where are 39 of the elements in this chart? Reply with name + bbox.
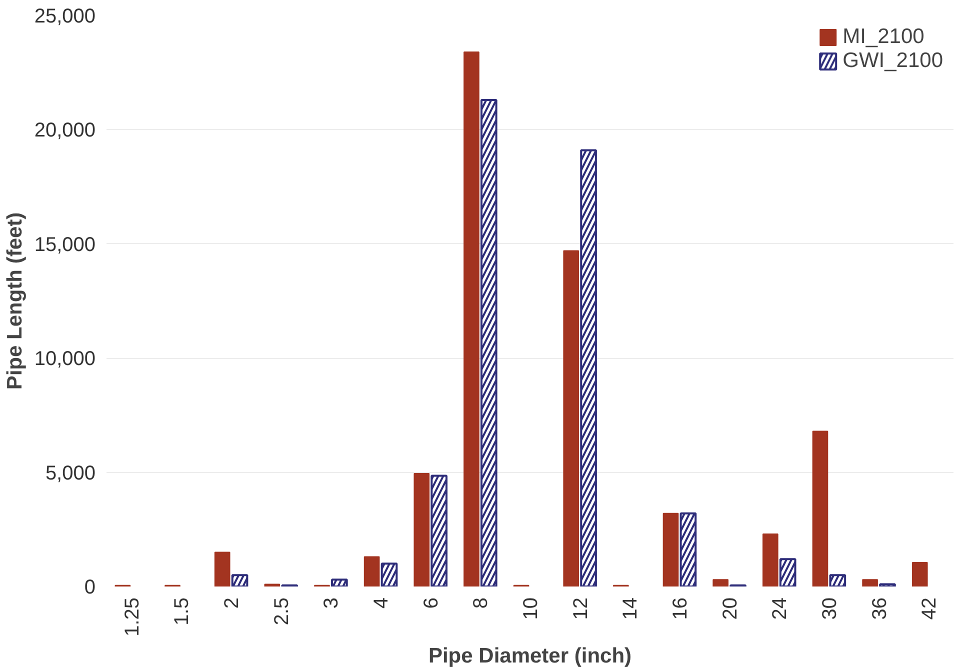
bar <box>214 552 230 586</box>
x-tick-label: 2 <box>221 598 244 609</box>
y-tick-label: 10,000 <box>34 348 96 370</box>
bar <box>264 584 280 586</box>
bar <box>912 562 928 586</box>
y-tick-label: 15,000 <box>34 234 96 256</box>
legend-label: GWI_2100 <box>842 49 943 73</box>
x-tick-label: 20 <box>719 597 742 620</box>
bar <box>762 533 778 586</box>
bar <box>563 250 580 586</box>
x-tick-label: 1.5 <box>171 597 194 626</box>
x-tick-label: 3 <box>320 598 343 609</box>
x-tick-label: 16 <box>669 597 692 620</box>
x-tick-label: 36 <box>868 597 891 620</box>
x-tick-label: 24 <box>769 597 792 620</box>
y-tick-label: 0 <box>84 576 96 598</box>
y-axis-title: Pipe Length (feet) <box>3 212 26 390</box>
y-tick-label: 25,000 <box>34 6 96 28</box>
bar <box>812 430 828 586</box>
y-tick-label: 5,000 <box>45 462 96 484</box>
x-axis-title: Pipe Diameter (inch) <box>428 644 632 668</box>
bar <box>712 579 728 586</box>
bar <box>464 52 480 586</box>
bar <box>364 556 380 586</box>
x-tick-label: 6 <box>420 598 442 609</box>
bar <box>862 579 878 586</box>
bar <box>662 512 679 586</box>
x-tick-label: 1.25 <box>121 597 144 636</box>
x-tick-label: 12 <box>570 597 592 620</box>
bar <box>414 472 430 586</box>
x-tick-label: 8 <box>470 598 492 609</box>
x-tick-label: 14 <box>620 597 642 620</box>
x-tick-label: 30 <box>818 597 841 620</box>
x-tick-label: 4 <box>370 598 393 609</box>
x-tick-label: 42 <box>918 597 941 620</box>
x-tick-label: 10 <box>520 597 542 620</box>
x-tick-label: 2.5 <box>270 597 293 626</box>
y-tick-label: 20,000 <box>34 120 96 142</box>
legend-label: MI_2100 <box>842 25 924 49</box>
